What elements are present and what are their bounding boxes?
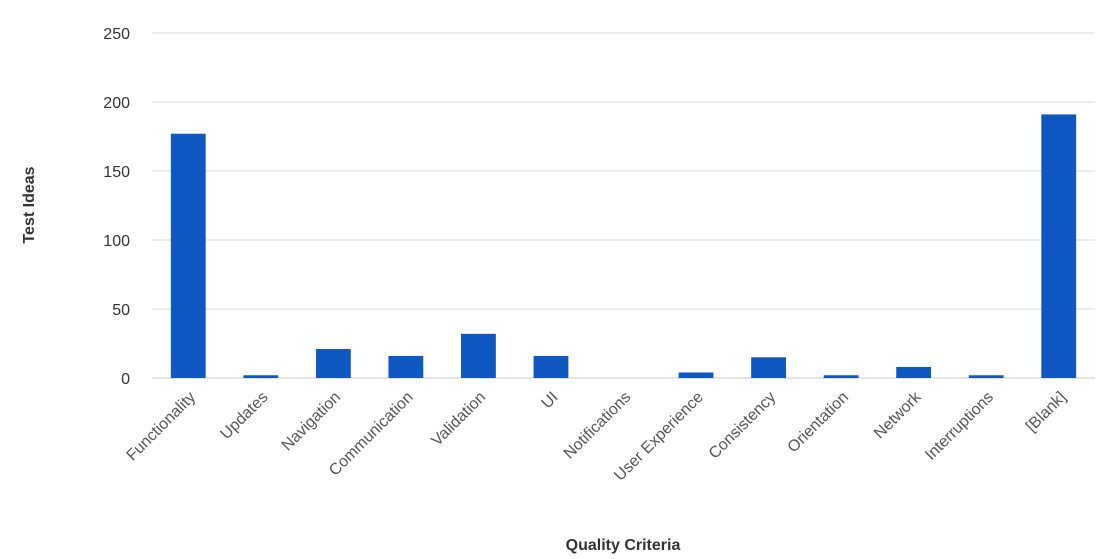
bar-updates: [243, 375, 279, 378]
bar-user-experience: [678, 372, 714, 378]
bar-validation: [461, 333, 496, 378]
x-tick-label: Navigation: [279, 389, 344, 454]
x-axis-title: Quality Criteria: [566, 537, 681, 554]
bar-ui: [533, 355, 569, 378]
x-tick-label: Notifications: [561, 389, 635, 463]
x-tick-label: Interruptions: [922, 389, 997, 464]
bar-consistency: [751, 357, 786, 378]
y-tick-label: 100: [103, 233, 130, 250]
y-tick-label: 50: [112, 302, 130, 319]
x-tick-label: Orientation: [785, 389, 852, 456]
x-tick-label: Updates: [217, 389, 271, 443]
bar-communication: [388, 355, 424, 378]
bar-navigation: [315, 349, 351, 378]
bar-orientation: [823, 375, 859, 378]
y-axis-ticks: 0 50 100 150 200 250: [103, 26, 130, 388]
y-tick-label: 250: [103, 26, 130, 43]
bar-interruptions: [968, 375, 1004, 378]
x-tick-label: Consistency: [706, 389, 780, 463]
x-tick-label: Validation: [428, 389, 489, 450]
gridlines: [152, 32, 1095, 379]
bar-network: [896, 366, 932, 378]
x-tick-label: Network: [871, 388, 925, 442]
x-tick-label: UI: [538, 389, 561, 412]
y-tick-label: 200: [103, 95, 130, 112]
y-tick-label: 150: [103, 164, 130, 181]
y-axis-title: Test Ideas: [21, 166, 38, 243]
y-tick-label: 0: [121, 371, 130, 388]
bar-blank: [1041, 114, 1077, 379]
bars: [170, 114, 1077, 379]
x-tick-label: [Blank]: [1023, 389, 1070, 436]
bar-functionality: [170, 133, 206, 378]
x-axis-ticks: Functionality Updates NavigationCommunicat…: [124, 388, 1070, 484]
x-tick-label: Functionality: [124, 389, 200, 465]
